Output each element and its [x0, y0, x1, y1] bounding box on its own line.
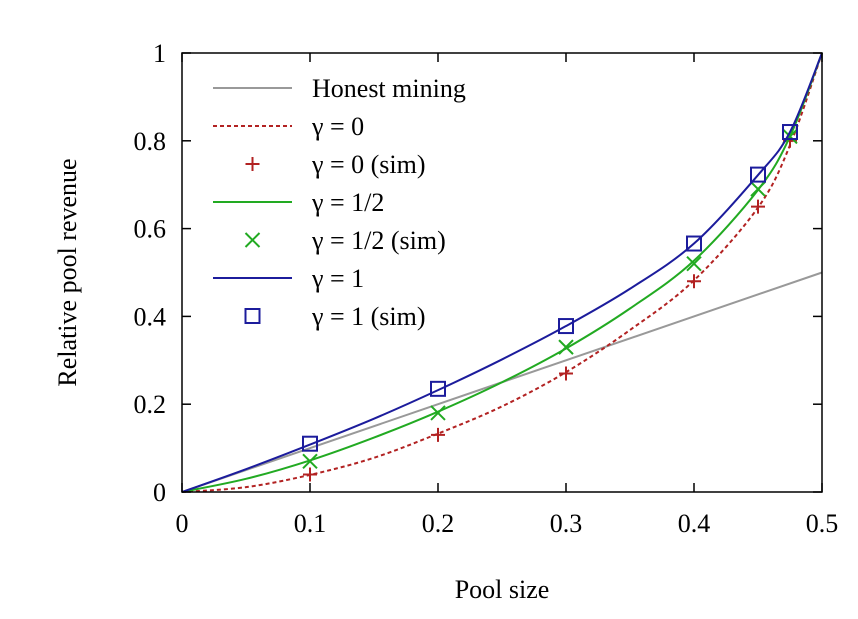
series-0-sim-point: [687, 274, 701, 289]
series-1-sim-point: [686, 235, 702, 252]
x-tick-label: 0.1: [294, 509, 327, 538]
y-tick-label: 1: [153, 39, 166, 68]
series-0-line: [181, 52, 823, 493]
series-1-2-sim-point: [430, 405, 446, 421]
series-1-2-sim-point: [302, 453, 318, 469]
y-axis-label: Relative pool revenue: [53, 158, 82, 386]
series-1-sim-point: [782, 124, 798, 141]
x-tick-label: 0: [176, 509, 189, 538]
series-1-sim-point: [302, 435, 318, 452]
legend-label: γ = 1 (sim): [311, 302, 426, 331]
legend: Honest mining γ = 0 γ = 0 (sim) γ = 1/2 γ = …: [213, 74, 466, 331]
legend-label: γ = 1: [311, 264, 364, 293]
series-0-sim-point: [303, 467, 317, 482]
y-tick-label: 0.8: [134, 127, 167, 156]
series-1-2-sim-point: [686, 256, 702, 272]
y-tick-label: 0.4: [134, 302, 167, 331]
series-0-sim-point: [431, 427, 445, 442]
series-1-sim-point: [430, 380, 446, 397]
y-tick-label: 0.6: [134, 215, 167, 244]
series-1-sim-point: [558, 318, 574, 335]
x-axis-label: Pool size: [455, 575, 550, 604]
plot-frame: [181, 52, 823, 493]
legend-swatch-marker: [245, 157, 260, 171]
legend-label: γ = 0: [311, 112, 364, 141]
legend-label: γ = 0 (sim): [311, 150, 426, 179]
x-tick-label: 0.2: [422, 509, 455, 538]
legend-swatch-marker: [244, 232, 261, 248]
series-0-sim-point: [559, 366, 573, 381]
series-1-2-sim-point: [750, 181, 766, 197]
x-tick-label: 0.3: [550, 509, 583, 538]
series-0-sim-point: [751, 199, 765, 214]
series-1-line: [181, 52, 823, 493]
y-tick-label: 0.2: [134, 390, 167, 419]
legend-label: γ = 1/2: [311, 188, 384, 217]
series-1-sim-point: [750, 166, 766, 183]
y-tick-label: 0: [153, 478, 166, 507]
series-1-2-line: [181, 52, 823, 493]
series-1-2-sim-point: [558, 339, 574, 355]
axis-ticks: 0 0.1 0.2 0.3 0.4 0.5 0 0.2 0.4 0.6 0.8 1: [134, 39, 839, 538]
legend-label: γ = 1/2 (sim): [311, 226, 446, 255]
x-tick-label: 0.5: [806, 509, 839, 538]
legend-swatch-marker: [244, 308, 261, 324]
plot-data: [181, 52, 823, 493]
x-tick-label: 0.4: [678, 509, 711, 538]
legend-label: Honest mining: [312, 74, 466, 103]
